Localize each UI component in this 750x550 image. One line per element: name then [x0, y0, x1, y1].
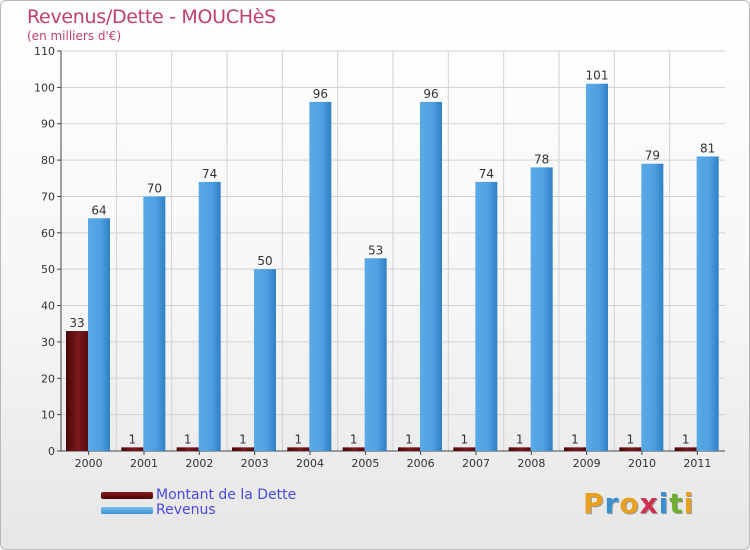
x-tick-label: 2004 — [296, 457, 324, 470]
x-tick-label: 2009 — [573, 457, 601, 470]
bar-dette — [287, 447, 310, 451]
logo-letter: t — [669, 487, 684, 520]
bar-revenus — [696, 156, 719, 452]
y-tick-label: 80 — [41, 154, 55, 167]
legend-item-debt: Montant de la Dette — [101, 487, 297, 503]
y-tick-label: 100 — [34, 81, 55, 94]
y-tick-label: 30 — [41, 336, 55, 349]
data-label-dette: 1 — [129, 432, 137, 446]
data-label-revenus: 101 — [586, 69, 609, 83]
bar-dette — [342, 447, 365, 451]
logo-letter: i — [683, 487, 695, 520]
bar-revenus — [586, 83, 608, 452]
y-tick-label: 110 — [34, 45, 55, 58]
data-label-dette: 1 — [682, 432, 690, 446]
logo-letter: i — [658, 487, 670, 520]
data-label-revenus: 70 — [147, 181, 162, 195]
bar-revenus — [143, 196, 166, 451]
data-label-revenus: 50 — [257, 254, 272, 268]
grid-lines — [61, 50, 725, 451]
chart-title: Revenus/Dette - MOUCHèS — [27, 6, 276, 28]
data-label-dette: 1 — [516, 432, 524, 446]
data-labels: 33 64 1 70 1 74 1 50 1 96 1 53 1 96 1 74 1 78 1 101 1 79 1 81 — [69, 69, 715, 447]
bar-revenus — [530, 167, 553, 451]
y-tick-label: 70 — [41, 190, 55, 203]
data-label-revenus: 78 — [534, 152, 549, 166]
logo-letter: P — [583, 487, 605, 520]
bar-revenus — [364, 258, 387, 451]
bar-dette — [453, 447, 476, 451]
data-label-dette: 1 — [350, 432, 358, 446]
x-tick-label: 2001 — [130, 457, 158, 470]
bar-dette — [619, 447, 642, 451]
bar-dette — [176, 447, 199, 451]
bar-dette — [121, 447, 144, 451]
data-label-revenus: 81 — [700, 141, 715, 155]
data-label-revenus: 74 — [479, 167, 494, 181]
bar-revenus — [309, 101, 332, 451]
bars — [66, 83, 719, 452]
legend-item-revenus: Revenus — [101, 502, 216, 518]
data-label-dette: 1 — [461, 432, 469, 446]
bar-revenus — [420, 101, 442, 451]
x-tick-label: 2005 — [351, 457, 379, 470]
data-label-dette: 1 — [405, 432, 413, 446]
bar-dette — [674, 447, 697, 451]
logo-letter: x — [639, 487, 659, 520]
x-tick-label: 2008 — [517, 457, 545, 470]
y-tick-label: 90 — [41, 118, 55, 131]
bar-dette — [564, 447, 586, 451]
x-tick-label: 2002 — [185, 457, 213, 470]
chart-subtitle: (en milliers d'€) — [27, 29, 122, 43]
bar-revenus — [475, 181, 498, 451]
x-tick-label: 2007 — [462, 457, 490, 470]
bar-revenus — [88, 218, 110, 451]
data-label-revenus: 64 — [91, 203, 106, 217]
logo-letter: r — [604, 487, 620, 520]
data-label-dette: 1 — [571, 432, 579, 446]
x-tick-label: 2003 — [241, 457, 269, 470]
x-tick-label: 2011 — [683, 457, 711, 470]
proxiti-logo: Proxiti — [583, 487, 694, 520]
bar-revenus — [254, 269, 276, 451]
data-label-revenus: 53 — [368, 243, 383, 257]
data-label-revenus: 96 — [313, 87, 328, 101]
y-tick-label: 60 — [41, 227, 55, 240]
legend-label-revenus: Revenus — [156, 502, 216, 518]
data-label-dette: 1 — [239, 432, 247, 446]
data-label-revenus: 74 — [202, 167, 217, 181]
y-tick-label: 40 — [41, 300, 55, 313]
data-label-revenus: 96 — [423, 87, 438, 101]
bar-dette — [232, 447, 254, 451]
legend-swatch-revenus — [101, 506, 153, 514]
data-label-revenus: 79 — [645, 149, 660, 163]
data-label-dette: 1 — [627, 432, 635, 446]
y-tick-label: 20 — [41, 372, 55, 385]
legend-swatch-debt — [101, 491, 153, 499]
bar-revenus — [198, 181, 221, 451]
bar-dette — [398, 447, 420, 451]
axes: 0 10 20 30 40 50 60 70 80 90 100 110 2000 2001 2002 200… — [34, 45, 725, 470]
data-label-dette: 33 — [69, 316, 84, 330]
x-tick-label: 2010 — [628, 457, 656, 470]
x-tick-label: 2006 — [407, 457, 435, 470]
bar-dette — [66, 331, 88, 451]
y-tick-label: 0 — [48, 445, 55, 458]
y-tick-label: 10 — [41, 409, 55, 422]
data-label-dette: 1 — [184, 432, 192, 446]
x-tick-label: 2000 — [75, 457, 103, 470]
y-tick-label: 50 — [41, 263, 55, 276]
logo-letter: o — [619, 487, 640, 520]
bar-dette — [508, 447, 531, 451]
legend-label-debt: Montant de la Dette — [156, 487, 297, 503]
bar-revenus — [641, 163, 664, 451]
data-label-dette: 1 — [295, 432, 303, 446]
